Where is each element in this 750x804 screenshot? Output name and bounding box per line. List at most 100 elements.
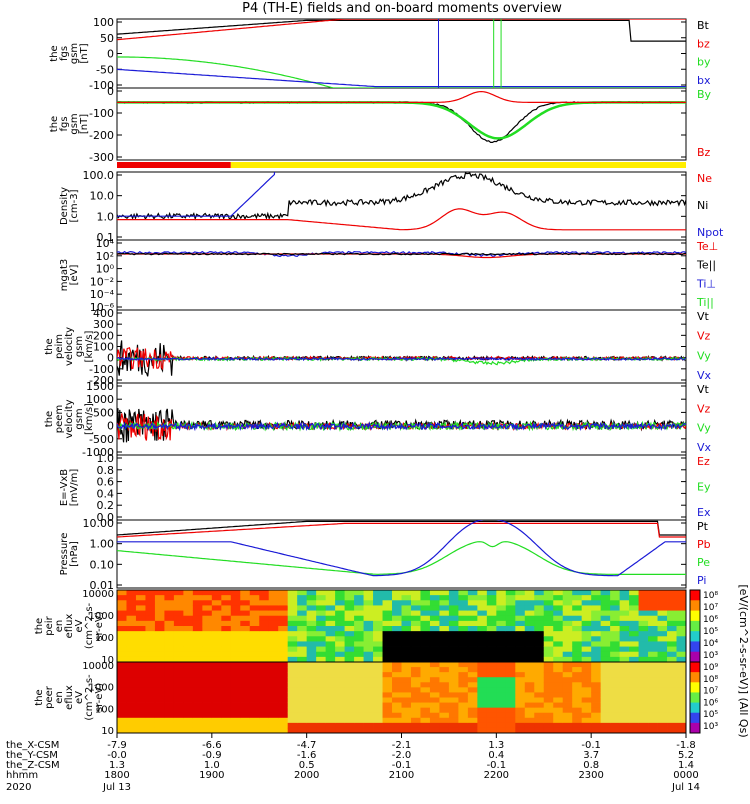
heatmap-cell bbox=[230, 662, 241, 668]
heatmap-cell bbox=[448, 662, 459, 668]
heatmap-cell bbox=[363, 610, 374, 617]
heatmap-cell bbox=[543, 651, 554, 658]
heatmap-cell bbox=[135, 595, 146, 601]
heatmap-cell bbox=[363, 600, 374, 606]
heatmap-cell bbox=[135, 646, 146, 653]
heatmap-cell bbox=[591, 717, 602, 724]
heatmap-cell bbox=[458, 707, 469, 714]
heatmap-cell bbox=[373, 717, 383, 724]
heatmap-cell bbox=[420, 687, 431, 693]
heatmap-cell bbox=[145, 712, 156, 719]
heatmap-cell bbox=[259, 605, 270, 611]
legend-te: Te|| bbox=[696, 259, 716, 272]
heatmap-cell bbox=[553, 641, 564, 647]
heatmap-cell bbox=[676, 651, 687, 658]
heatmap-cell bbox=[192, 595, 203, 601]
heatmap-cell bbox=[192, 722, 203, 729]
heatmap-cell bbox=[126, 646, 137, 653]
heatmap-cell bbox=[173, 727, 184, 734]
heatmap-cell bbox=[505, 727, 516, 734]
heatmap-cell bbox=[543, 702, 554, 709]
heatmap-cell bbox=[553, 620, 564, 627]
heatmap-cell bbox=[429, 692, 440, 698]
heatmap-cell bbox=[249, 707, 260, 714]
heatmap-cell bbox=[164, 636, 175, 642]
heatmap-cell bbox=[581, 651, 592, 658]
heatmap-cell bbox=[392, 717, 402, 724]
heatmap-cell bbox=[135, 702, 146, 709]
heatmap-cell bbox=[581, 656, 592, 663]
heatmap-cell bbox=[458, 620, 469, 627]
heatmap-cell bbox=[173, 707, 184, 714]
heatmap-cell bbox=[126, 682, 137, 688]
heatmap-cell bbox=[117, 636, 127, 642]
heatmap-cell bbox=[249, 636, 260, 642]
heatmap-cell bbox=[553, 590, 564, 596]
heatmap-cell bbox=[373, 595, 383, 601]
heatmap-cell bbox=[591, 662, 602, 668]
heatmap-cell bbox=[192, 727, 203, 734]
heatmap-cell bbox=[373, 610, 383, 617]
heatmap-cell bbox=[268, 646, 279, 653]
heatmap-cell bbox=[420, 600, 431, 606]
heatmap-cell bbox=[392, 697, 402, 703]
heatmap-cell bbox=[154, 727, 165, 734]
heatmap-cell bbox=[268, 662, 279, 668]
heatmap-cell bbox=[117, 610, 127, 617]
ytick-label: -500 bbox=[89, 433, 114, 446]
heatmap-cell bbox=[211, 620, 222, 627]
ylabel-line: sr-eV) bbox=[94, 611, 105, 640]
heatmap-cell bbox=[306, 717, 317, 724]
heatmap-cell bbox=[316, 692, 327, 698]
ytick-label: 50 bbox=[100, 32, 114, 45]
heatmap-cell bbox=[268, 651, 279, 658]
heatmap-cell bbox=[297, 636, 308, 642]
heatmap-cell bbox=[117, 615, 127, 622]
heatmap-cell bbox=[297, 702, 308, 709]
heatmap-cell bbox=[581, 672, 592, 678]
heatmap-cell bbox=[629, 687, 639, 693]
heatmap-cell bbox=[278, 636, 289, 642]
heatmap-cell bbox=[505, 615, 516, 622]
heatmap-cell bbox=[401, 646, 412, 653]
heatmap-cell bbox=[619, 682, 630, 688]
heatmap-cell bbox=[543, 707, 554, 714]
heatmap-cell bbox=[325, 707, 336, 714]
heatmap-cell bbox=[202, 615, 213, 622]
heatmap-cell bbox=[173, 687, 184, 693]
heatmap-cell bbox=[591, 595, 602, 601]
heatmap-cell bbox=[401, 667, 412, 673]
heatmap-cell bbox=[581, 646, 592, 653]
heatmap-cell bbox=[600, 712, 611, 719]
heatmap-cell bbox=[259, 610, 270, 617]
heatmap-cell bbox=[325, 687, 336, 693]
heatmap-cell bbox=[335, 656, 345, 663]
heatmap-cell bbox=[496, 717, 507, 724]
heatmap-cell bbox=[676, 590, 687, 596]
legend-pt: Pt bbox=[697, 520, 709, 533]
heatmap-cell bbox=[657, 717, 668, 724]
heatmap-cell bbox=[154, 656, 165, 663]
heatmap-cell bbox=[553, 605, 564, 611]
heatmap-cell bbox=[619, 636, 630, 642]
heatmap-cell bbox=[534, 692, 545, 698]
heatmap-cell bbox=[240, 692, 251, 698]
heatmap-cell bbox=[420, 702, 431, 709]
heatmap-cell bbox=[325, 641, 336, 647]
heatmap-cell bbox=[410, 667, 421, 673]
heatmap-cell bbox=[117, 605, 127, 611]
heatmap-cell bbox=[591, 600, 602, 606]
heatmap-cell bbox=[192, 636, 203, 642]
heatmap-cell bbox=[572, 677, 583, 683]
heatmap-cell bbox=[562, 646, 573, 653]
heatmap-cell bbox=[344, 595, 355, 601]
heatmap-cell bbox=[401, 656, 412, 663]
heatmap-cell bbox=[240, 702, 251, 709]
heatmap-cell bbox=[543, 620, 554, 627]
heatmap-cell bbox=[249, 605, 260, 611]
line-vx bbox=[117, 356, 686, 362]
heatmap-cell bbox=[648, 692, 658, 698]
heatmap-cell bbox=[335, 590, 345, 596]
heatmap-cell bbox=[610, 595, 621, 601]
heatmap-cell bbox=[534, 610, 545, 617]
